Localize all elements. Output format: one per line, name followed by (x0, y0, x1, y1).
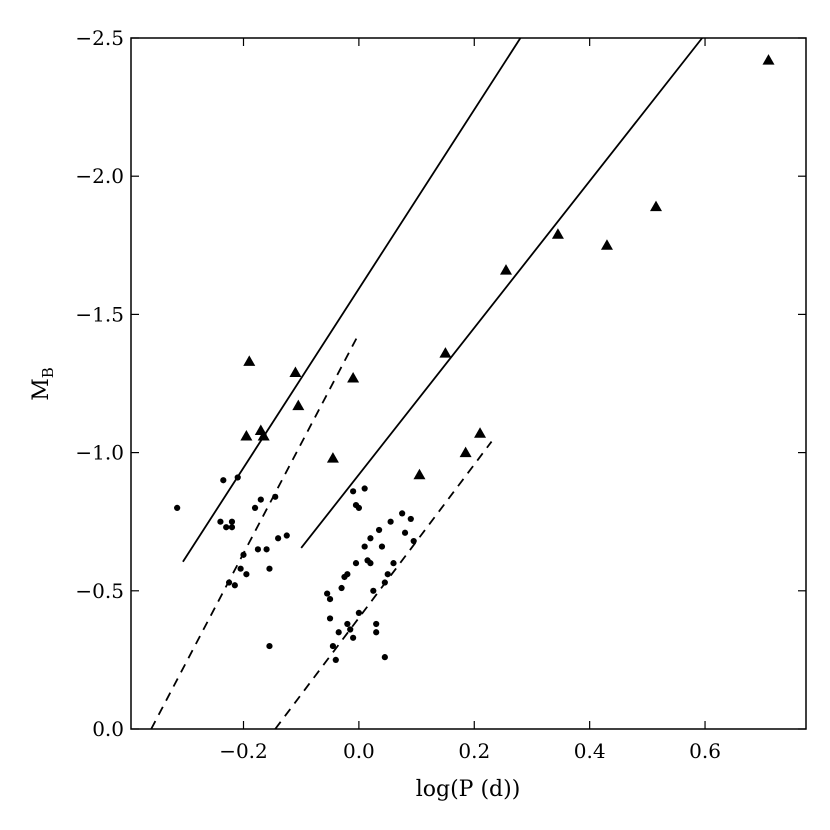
x-axis-label: log(P (d)) (416, 777, 521, 802)
triangle-point-10 (459, 446, 472, 458)
dashed-fit-line-3 (274, 441, 493, 730)
dot-point-50 (387, 518, 394, 525)
dot-point-16 (266, 565, 273, 572)
dot-point-38 (361, 543, 368, 550)
dot-point-4 (228, 518, 236, 525)
y-tick-label-4: −2.0 (75, 164, 124, 188)
dot-point-8 (231, 582, 238, 589)
dot-point-26 (335, 629, 342, 636)
y-tick-label-0: 0.0 (92, 717, 124, 741)
dot-point-48 (381, 579, 388, 586)
solid-fit-line-0 (182, 37, 522, 563)
triangle-point-8 (413, 468, 426, 480)
dot-point-24 (329, 642, 337, 650)
data-points (174, 54, 775, 664)
dot-point-5 (228, 524, 236, 531)
dot-point-27 (338, 584, 345, 592)
dot-point-45 (373, 629, 380, 636)
dot-point-31 (347, 626, 354, 633)
x-tick-label-3: 0.4 (574, 739, 606, 763)
dot-point-52 (381, 654, 388, 661)
solid-fit-line-1 (300, 37, 703, 549)
dot-point-51 (390, 560, 397, 567)
dot-point-15 (263, 546, 270, 553)
triangle-point-13 (551, 228, 564, 239)
dot-point-34 (350, 488, 357, 495)
dot-point-54 (401, 529, 409, 536)
triangle-point-11 (474, 427, 487, 438)
dot-point-6 (225, 579, 233, 586)
y-tick-label-5: −2.5 (75, 26, 124, 50)
triangle-point-0 (243, 355, 256, 366)
dot-point-44 (373, 620, 380, 628)
triangle-point-6 (326, 452, 339, 463)
dot-point-14 (257, 496, 264, 503)
dot-point-29 (344, 571, 351, 578)
dot-point-1 (217, 518, 224, 525)
dot-point-43 (370, 587, 377, 594)
triangle-point-7 (347, 371, 360, 383)
dot-point-53 (399, 510, 406, 517)
x-tick-label-0: −0.2 (219, 739, 268, 763)
dot-point-23 (326, 615, 334, 622)
dot-point-3 (223, 524, 230, 531)
triangle-point-14 (600, 239, 613, 250)
dot-point-25 (332, 656, 339, 664)
dot-point-7 (234, 474, 241, 481)
y-axis-label: MB (29, 367, 57, 401)
dot-point-41 (367, 535, 374, 542)
tick-labels: −0.2 0.0 0.2 0.4 0.6 0.0 −0.5 −1.0 −1.5 −2.0 −2.5 (75, 26, 721, 763)
dot-point-20 (266, 642, 273, 650)
dot-point-55 (407, 515, 414, 523)
fit-lines (150, 37, 703, 730)
x-tick-label-1: 0.0 (343, 739, 375, 763)
triangle-point-1 (240, 430, 253, 441)
dot-point-2 (220, 477, 227, 484)
dot-point-10 (240, 551, 247, 558)
axis-ticks (131, 37, 806, 730)
dot-point-17 (272, 493, 279, 500)
x-tick-label-4: 0.6 (689, 739, 721, 763)
triangle-point-16 (762, 54, 775, 65)
dot-point-11 (243, 571, 250, 578)
dot-point-47 (378, 543, 386, 550)
triangle-point-3 (257, 430, 270, 441)
dot-point-30 (344, 620, 351, 628)
dot-point-0 (174, 504, 181, 511)
y-tick-label-3: −1.5 (75, 302, 124, 326)
x-tick-label-2: 0.2 (458, 739, 490, 763)
dot-point-18 (275, 535, 282, 542)
dot-point-42 (367, 560, 374, 567)
dot-point-37 (355, 609, 362, 617)
dot-point-56 (410, 537, 417, 545)
triangle-point-15 (650, 200, 662, 212)
triangle-point-5 (292, 399, 305, 411)
dot-point-39 (361, 485, 368, 492)
triangle-point-9 (439, 347, 452, 358)
dot-point-46 (375, 526, 383, 534)
dot-point-12 (251, 504, 259, 511)
y-tick-label-1: −0.5 (75, 579, 124, 603)
y-axis-label-sub: B (39, 367, 57, 378)
dot-point-33 (352, 560, 360, 567)
dot-point-32 (350, 634, 357, 641)
dot-point-22 (326, 595, 334, 603)
y-axis-label-main: M (29, 378, 54, 401)
dot-point-19 (283, 532, 290, 539)
dot-point-21 (324, 590, 331, 597)
dashed-fit-line-2 (150, 333, 360, 730)
dot-point-49 (384, 571, 391, 578)
triangle-point-4 (289, 366, 302, 377)
plot-frame (130, 37, 807, 730)
triangle-point-12 (500, 264, 512, 275)
dot-point-9 (237, 565, 244, 572)
dot-point-13 (254, 546, 262, 553)
dot-point-36 (355, 504, 362, 511)
y-tick-label-2: −1.0 (75, 441, 124, 465)
